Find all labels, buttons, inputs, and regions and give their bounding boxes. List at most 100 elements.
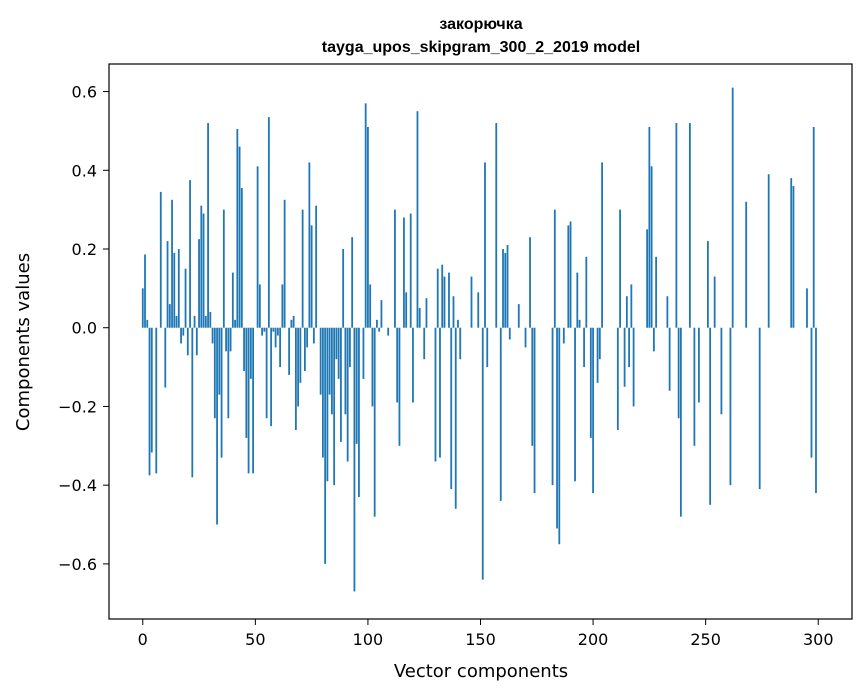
bar <box>213 327 216 419</box>
bar <box>452 296 455 328</box>
bar <box>340 327 342 442</box>
bar <box>267 117 270 328</box>
bar <box>441 264 444 328</box>
y-tick-label: 0.6 <box>72 83 97 102</box>
bar <box>630 284 633 328</box>
x-tick-label: 200 <box>578 630 609 649</box>
bar <box>589 327 592 438</box>
bar <box>355 327 358 444</box>
bar <box>312 327 315 344</box>
x-axis-ticks: 0 50 100 150 200 250 300 <box>138 619 834 649</box>
bar <box>623 327 626 387</box>
bar <box>553 209 556 328</box>
bar <box>425 298 428 328</box>
bar <box>159 191 162 328</box>
bar <box>378 327 381 332</box>
bar <box>578 319 581 328</box>
bar <box>688 123 691 328</box>
bar <box>245 327 248 438</box>
bar <box>200 205 203 328</box>
bar <box>261 327 263 336</box>
bar <box>679 327 682 517</box>
bar <box>177 249 180 328</box>
bar <box>596 327 599 383</box>
bar <box>524 327 527 348</box>
x-tick-label: 0 <box>138 630 148 649</box>
bar <box>459 327 462 360</box>
bar <box>182 327 185 336</box>
y-tick-label: 0.2 <box>72 240 97 259</box>
bar <box>297 327 300 407</box>
bar <box>439 327 441 458</box>
bar <box>144 254 146 328</box>
bar <box>655 256 658 328</box>
bar <box>310 225 313 328</box>
bar <box>367 126 369 328</box>
bar <box>364 103 367 328</box>
bar <box>416 111 419 328</box>
bar <box>263 327 266 332</box>
bar <box>319 327 322 395</box>
bar <box>358 327 360 497</box>
bar <box>265 327 268 419</box>
bar <box>499 327 502 501</box>
bar <box>198 239 200 328</box>
bar <box>648 126 651 328</box>
bar <box>632 327 635 407</box>
bar <box>729 327 732 486</box>
bar <box>371 327 374 407</box>
bar <box>598 327 601 360</box>
bar <box>337 327 340 379</box>
bar <box>288 327 291 375</box>
y-tick-label: −0.4 <box>58 476 97 495</box>
bar <box>666 296 669 328</box>
bar <box>806 288 808 328</box>
bar <box>243 327 245 372</box>
bar <box>180 327 182 344</box>
bar <box>569 221 572 328</box>
bar <box>164 327 167 388</box>
bar <box>186 327 189 356</box>
bar <box>175 315 178 328</box>
bar <box>628 327 630 368</box>
bar <box>290 319 293 328</box>
bar <box>321 327 324 458</box>
bar <box>533 327 536 494</box>
chart-subtitle: tayga_upos_skipgram_300_2_2019 model <box>322 39 640 56</box>
bar <box>484 162 486 328</box>
bar <box>227 327 230 419</box>
y-tick-label: −0.2 <box>58 397 97 416</box>
bar <box>328 327 331 395</box>
bar <box>758 327 761 490</box>
bar <box>236 128 239 328</box>
bar <box>409 213 412 328</box>
bar <box>155 327 158 474</box>
bar <box>184 268 187 328</box>
bar <box>707 241 709 328</box>
x-tick-label: 300 <box>803 630 834 649</box>
bar <box>506 245 509 328</box>
bar <box>249 327 252 379</box>
bar <box>209 311 212 328</box>
bar <box>387 327 390 336</box>
bar <box>331 327 333 415</box>
bar <box>668 327 671 391</box>
bar <box>225 327 227 352</box>
bar <box>222 209 225 328</box>
bar <box>146 319 149 328</box>
bar <box>218 327 221 395</box>
bar <box>211 327 214 344</box>
bar <box>412 327 414 403</box>
bar <box>256 166 259 328</box>
bar <box>202 213 205 328</box>
bar <box>353 327 356 592</box>
bar <box>418 308 421 328</box>
bar <box>556 327 558 529</box>
y-tick-label: 0.0 <box>72 319 97 338</box>
bar <box>436 268 439 328</box>
bar <box>405 292 408 328</box>
bar <box>380 300 383 328</box>
bar <box>247 327 250 474</box>
bar <box>486 327 489 368</box>
